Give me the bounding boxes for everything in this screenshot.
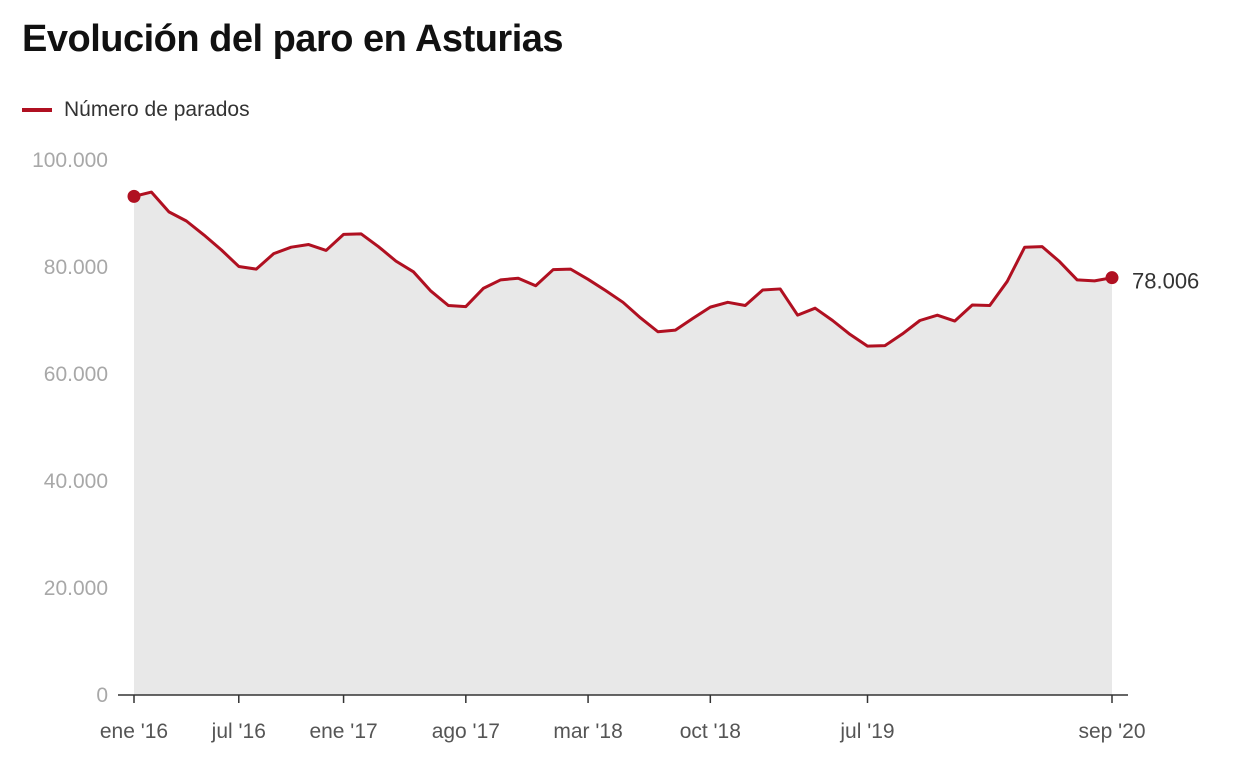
- legend: Número de parados: [22, 98, 250, 122]
- y-tick-label: 20.000: [44, 577, 108, 600]
- y-tick-label: 80.000: [44, 256, 108, 279]
- x-tick-label: sep '20: [1078, 720, 1145, 743]
- x-tick-label: oct '18: [680, 720, 741, 743]
- chart-title: Evolución del paro en Asturias: [22, 18, 564, 60]
- x-tick-label: jul '19: [839, 720, 894, 743]
- end-value-label: 78.006: [1132, 269, 1199, 294]
- legend-label: Número de parados: [64, 98, 250, 121]
- y-tick-label: 60.000: [44, 363, 108, 386]
- y-tick-label: 0: [96, 684, 108, 707]
- area-fill: [134, 192, 1112, 695]
- series-line: [132, 190, 1114, 348]
- y-tick-label: 40.000: [44, 470, 108, 493]
- x-tick-label: ago '17: [432, 720, 500, 743]
- end-point-marker: [1105, 271, 1119, 285]
- x-tick-label: mar '18: [553, 720, 622, 743]
- legend-swatch: [22, 108, 52, 112]
- x-tick-label: jul '16: [211, 720, 266, 743]
- x-tick-label: ene '16: [100, 720, 168, 743]
- x-tick-label: ene '17: [309, 720, 377, 743]
- start-point-marker: [127, 189, 141, 203]
- y-tick-label: 100.000: [32, 149, 108, 172]
